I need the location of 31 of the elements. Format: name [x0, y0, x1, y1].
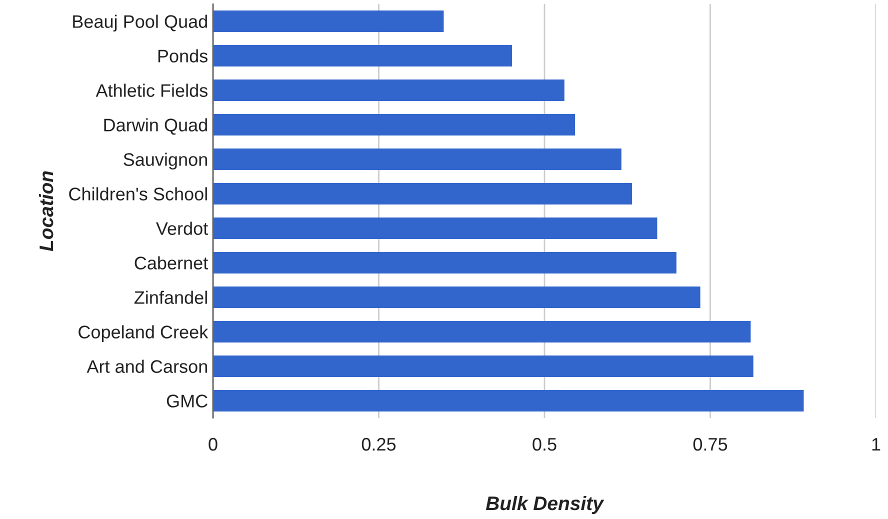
- bar: [213, 218, 658, 239]
- x-tick-label: 1: [872, 438, 880, 451]
- bar: [213, 114, 575, 136]
- x-tick-label: 0.25: [362, 438, 396, 451]
- bar: [213, 45, 512, 66]
- bar: [213, 80, 564, 101]
- x-tick-label: 0.75: [693, 438, 728, 451]
- y-axis-title: Location: [38, 171, 54, 252]
- y-tick-label: Copeland Creek: [78, 325, 208, 342]
- y-tick-label: Cabernet: [134, 256, 208, 270]
- y-tick-label: Children's School: [69, 187, 207, 200]
- x-tick-label: 0.5: [532, 438, 556, 451]
- y-tick-label: Art and Carson: [86, 360, 207, 373]
- y-tick-label: Athletic Fields: [96, 84, 208, 97]
- y-tick-label: Beauj Pool Quad: [73, 14, 207, 32]
- y-tick-label: Darwin Quad: [104, 118, 207, 135]
- bar: [213, 183, 632, 204]
- y-tick-label: GMC: [166, 394, 208, 408]
- bar: [213, 148, 622, 170]
- bar: [213, 286, 700, 308]
- y-tick-label: Verdot: [156, 222, 208, 235]
- x-tick-label: 0: [208, 438, 218, 451]
- y-tick-label: Zinfandel: [134, 290, 207, 304]
- bar: [213, 390, 804, 412]
- x-axis-title: Bulk Density: [486, 496, 604, 514]
- bar: [213, 10, 444, 32]
- bar: [213, 321, 751, 342]
- bar: [213, 252, 676, 274]
- y-tick-label: Sauvignon: [124, 152, 207, 170]
- bar: [213, 356, 754, 377]
- y-tick-label: Ponds: [158, 49, 208, 62]
